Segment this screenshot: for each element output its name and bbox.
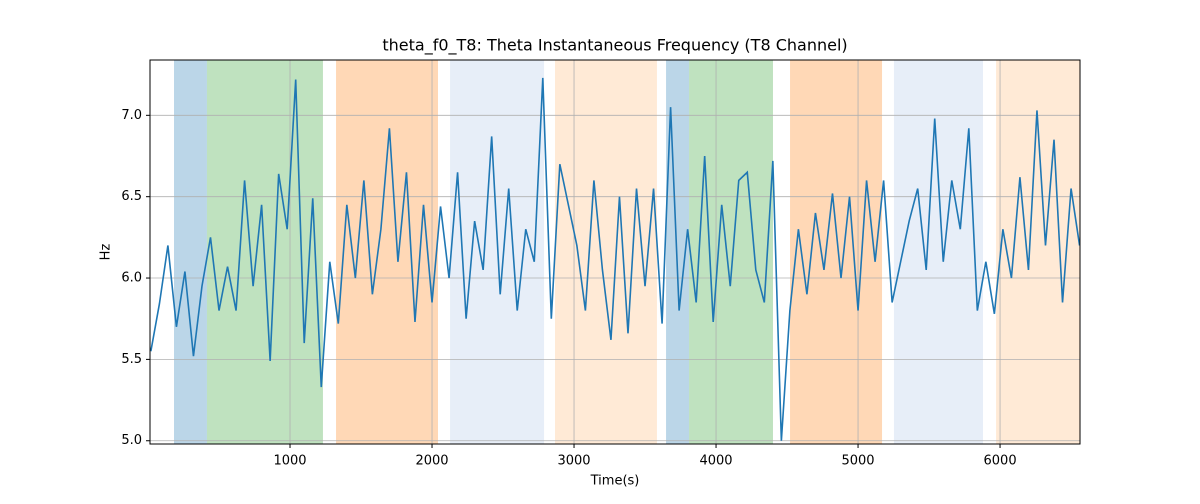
shaded-span (689, 60, 773, 444)
x-tick-label: 5000 (841, 454, 874, 469)
line-layer (150, 77, 1080, 441)
data-line (150, 77, 1080, 441)
y-tick-label: 6.0 (121, 271, 142, 286)
x-tick-label: 2000 (415, 454, 448, 469)
x-tick-label: 3000 (557, 454, 590, 469)
x-tick-label: 6000 (984, 454, 1017, 469)
y-axis-label: Hz (99, 244, 114, 261)
y-tick-label: 7.0 (121, 108, 142, 123)
plot-frame (149, 59, 1081, 445)
shaded-span (790, 60, 883, 444)
y-tick-label: 5.5 (121, 352, 142, 367)
shaded-span (336, 60, 438, 444)
shaded-span (893, 60, 984, 444)
grid-layer (150, 60, 1080, 444)
y-tick-label: 6.5 (121, 189, 142, 204)
shaded-span (450, 60, 545, 444)
span-layer (173, 60, 1080, 444)
x-axis-label: Time(s) (590, 474, 640, 489)
shaded-span (555, 60, 657, 444)
shaded-span (173, 60, 207, 444)
x-tick-label: 1000 (273, 454, 306, 469)
shaded-span (666, 60, 690, 444)
chart-title: theta_f0_T8: Theta Instantaneous Frequen… (382, 36, 847, 56)
x-tick-label: 4000 (699, 454, 732, 469)
y-tick-label: 5.0 (121, 433, 142, 448)
